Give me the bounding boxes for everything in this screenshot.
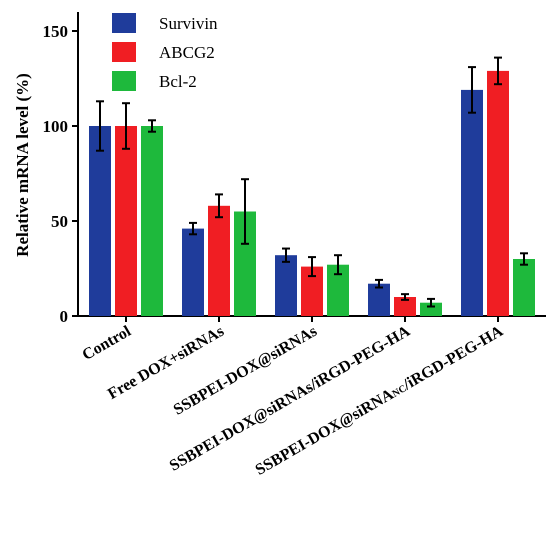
bar-abcg2 xyxy=(487,70,509,317)
bar-abcg2 xyxy=(208,205,230,316)
legend-swatch-bcl-2 xyxy=(112,71,136,91)
bar-bcl-2 xyxy=(234,211,256,316)
bar-abcg2 xyxy=(301,266,323,316)
y-axis-label: Relative mRNA level (%) xyxy=(13,73,32,257)
bar-survivin xyxy=(275,255,297,316)
legend-label-survivin: Survivin xyxy=(159,14,218,33)
bar-survivin xyxy=(182,228,204,316)
bar-bcl-2 xyxy=(141,126,163,316)
y-tick-label: 150 xyxy=(43,22,69,41)
bar-survivin xyxy=(461,89,483,317)
legend-label-bcl-2: Bcl-2 xyxy=(159,72,197,91)
legend-swatch-abcg2 xyxy=(112,42,136,62)
y-tick-label: 50 xyxy=(51,212,68,231)
y-tick-label: 0 xyxy=(60,307,69,326)
bar-survivin xyxy=(89,126,111,316)
bar-abcg2 xyxy=(115,126,137,316)
bar-abcg2 xyxy=(394,297,416,316)
legend-swatch-survivin xyxy=(112,13,136,33)
legend-label-abcg2: ABCG2 xyxy=(159,43,215,62)
y-tick-label: 100 xyxy=(43,117,69,136)
bar-bcl-2 xyxy=(327,264,349,316)
bar-survivin xyxy=(368,283,390,316)
category-label: Control xyxy=(80,322,135,364)
bar-bcl-2 xyxy=(420,302,442,316)
bar-bcl-2 xyxy=(513,259,535,316)
